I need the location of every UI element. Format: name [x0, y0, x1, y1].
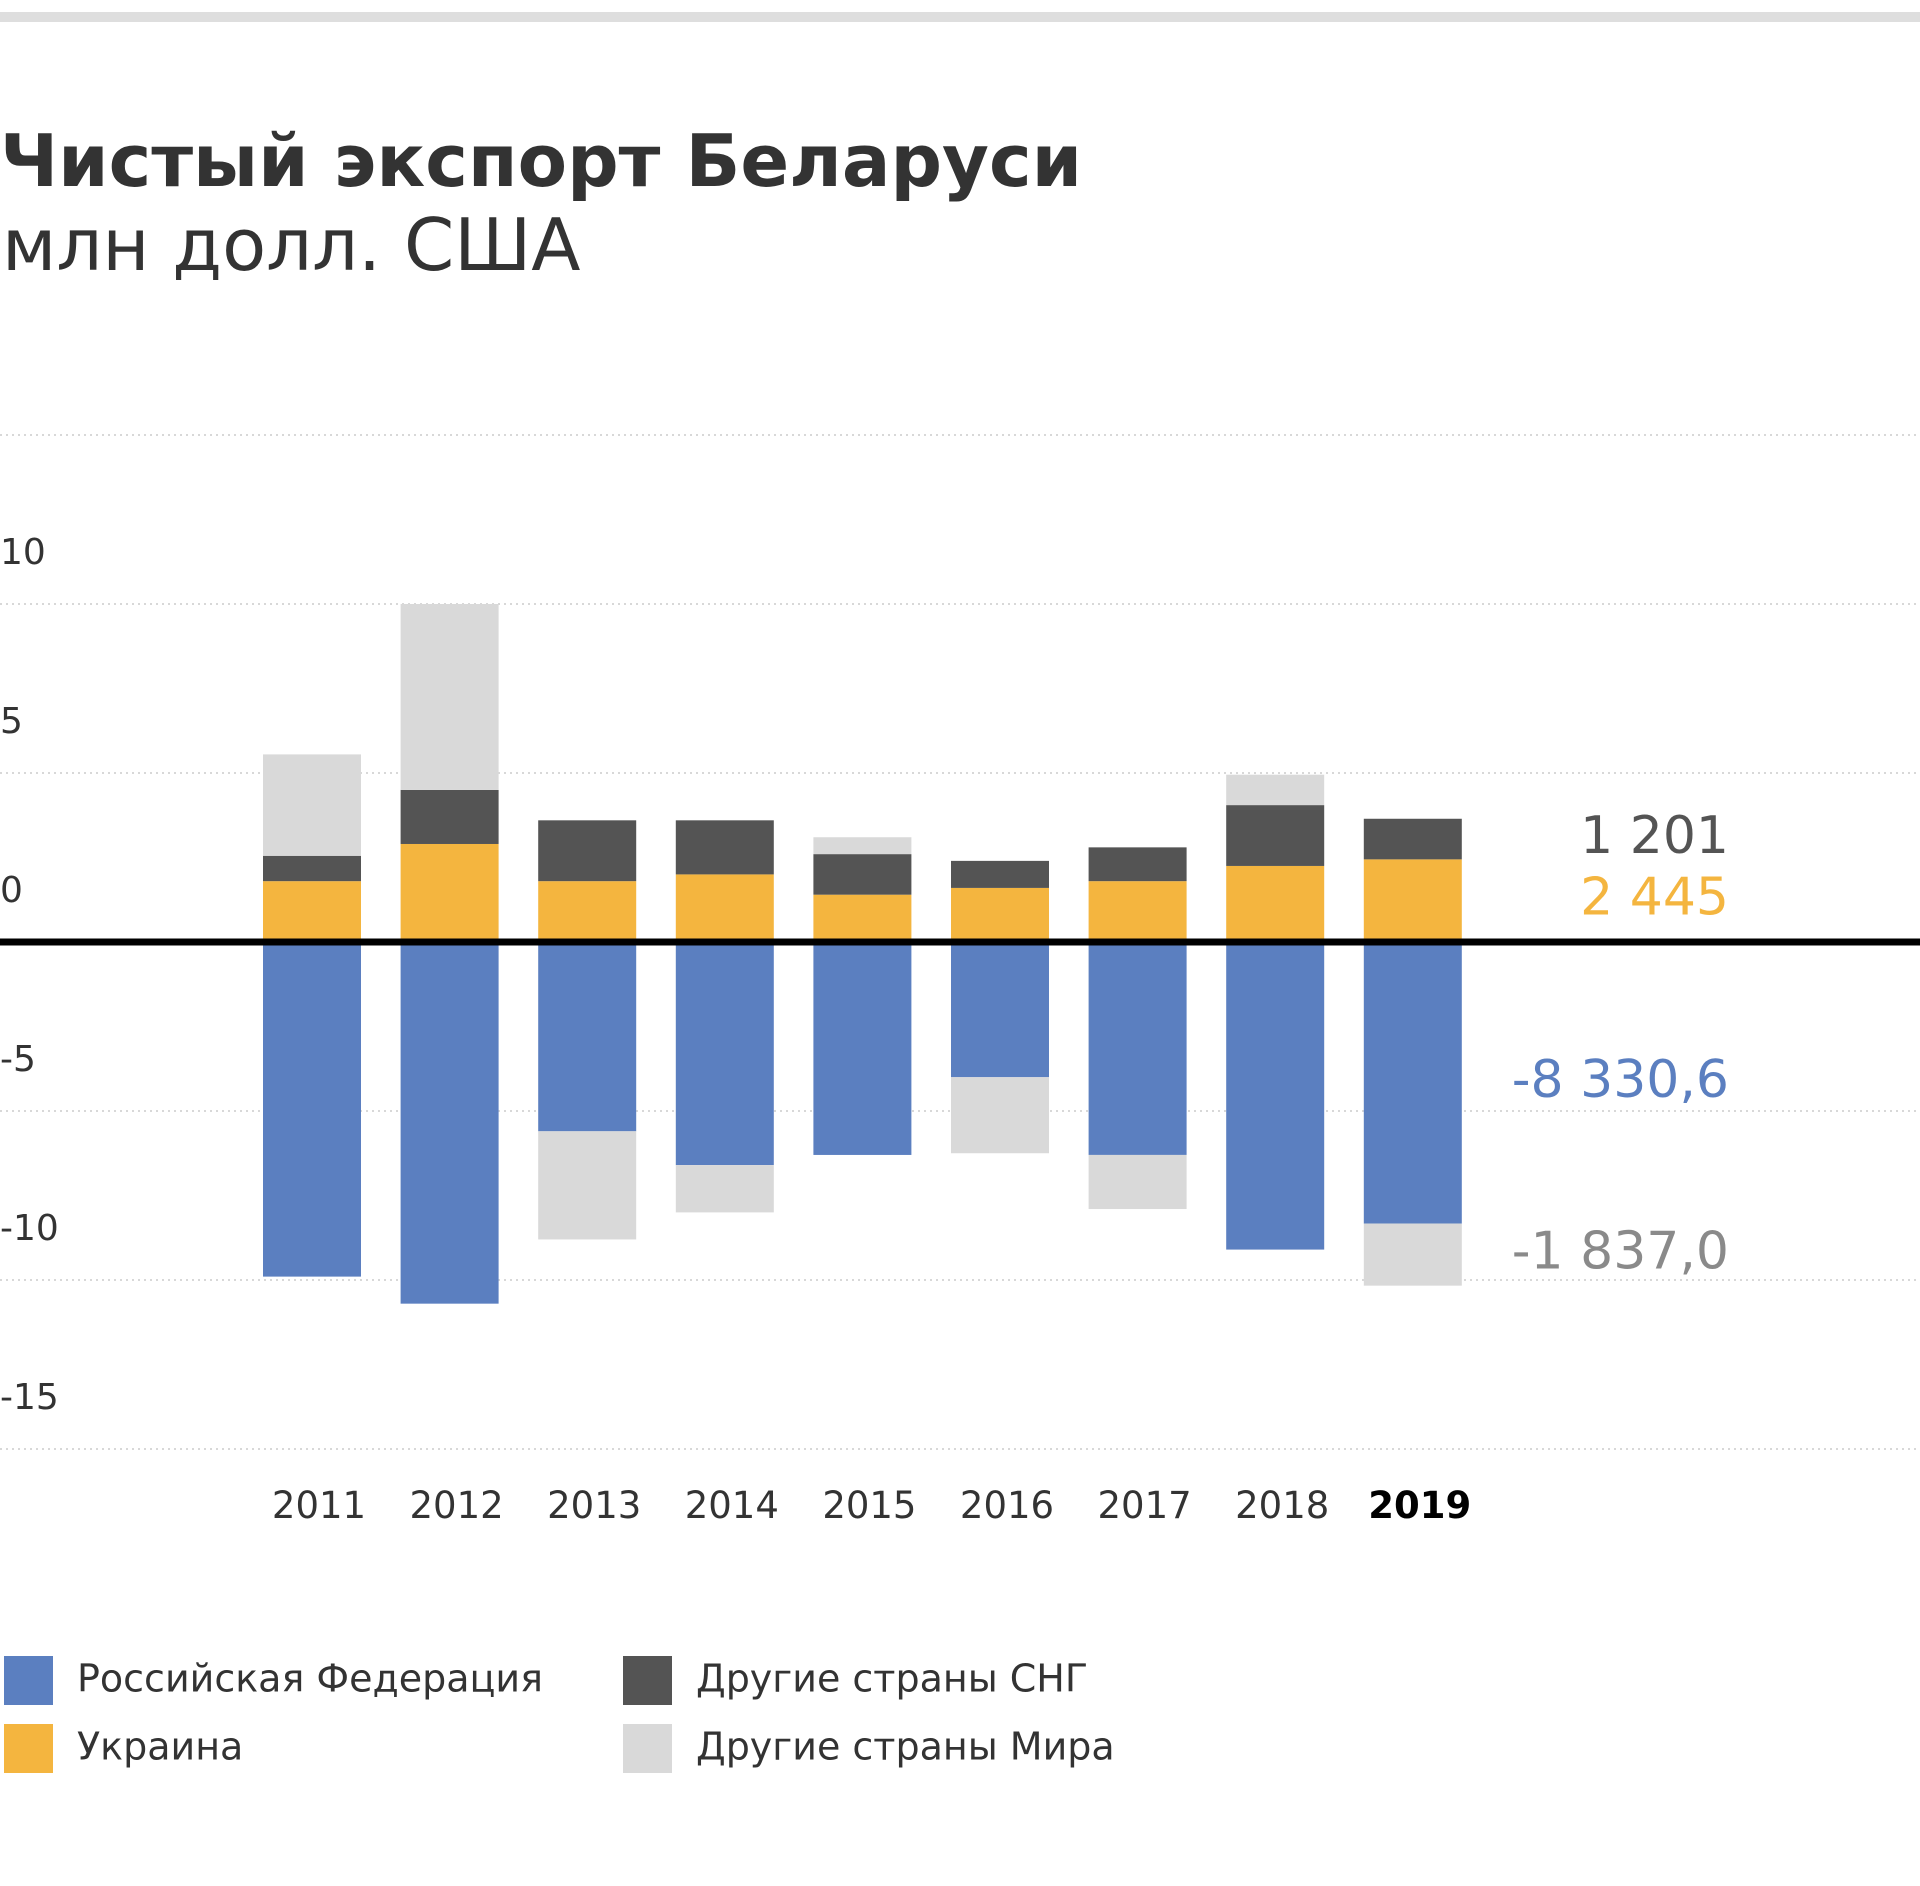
- y-tick-label: -5: [0, 1039, 36, 1080]
- bar-segment: [1226, 865, 1325, 942]
- bar-segment: [813, 854, 912, 895]
- top-rule: [0, 12, 1920, 22]
- bar-segment: [1088, 847, 1187, 882]
- y-tick-label: 10: [0, 532, 46, 573]
- bar-segment: [400, 789, 499, 844]
- legend-label: Российская Федерация: [77, 1657, 543, 1701]
- bar-segment: [263, 754, 361, 856]
- x-tick-label: 2019: [1368, 1484, 1471, 1527]
- legend-swatch: [4, 1656, 53, 1705]
- bar-segment: [538, 820, 637, 882]
- y-tick-label: 0: [0, 870, 23, 911]
- legend-label: Другие страны СНГ: [696, 1657, 1088, 1701]
- x-tick-label: 2013: [547, 1484, 641, 1527]
- x-tick-label: 2016: [960, 1484, 1054, 1527]
- bar-segment: [951, 942, 1049, 1078]
- bar-segment: [400, 942, 499, 1304]
- bar-segment: [263, 942, 361, 1277]
- legend-swatch: [4, 1724, 53, 1773]
- value-label: 1 201: [1580, 806, 1729, 866]
- legend-label: Украина: [77, 1725, 243, 1769]
- bar-segment: [1226, 774, 1325, 806]
- bar-segment: [263, 855, 361, 882]
- legend-swatch: [623, 1724, 672, 1773]
- x-tick-label: 2012: [410, 1484, 504, 1527]
- bar-segment: [1363, 859, 1462, 942]
- chart-title: Чистый экспорт Беларуси: [0, 119, 1082, 203]
- bar-segment: [675, 942, 774, 1166]
- bar-segment: [951, 887, 1049, 942]
- x-tick-label: 2015: [822, 1484, 916, 1527]
- x-tick-label: 2011: [272, 1484, 366, 1527]
- bar-segment: [538, 881, 637, 942]
- value-label: -8 330,6: [1512, 1050, 1729, 1110]
- legend-label: Другие страны Мира: [696, 1725, 1115, 1769]
- legend-swatch: [623, 1656, 672, 1705]
- value-label: 2 445: [1580, 868, 1729, 928]
- x-tick-label: 2018: [1235, 1484, 1329, 1527]
- bar-segment: [1088, 1154, 1187, 1210]
- bar-segment: [813, 894, 912, 942]
- bar-segment: [951, 860, 1049, 888]
- bar-segment: [400, 843, 499, 942]
- bar-segment: [813, 837, 912, 855]
- bar-segment: [1226, 942, 1325, 1250]
- chart-subtitle: млн долл. США: [2, 203, 580, 287]
- bar-segment: [538, 942, 637, 1132]
- x-tick-label: 2014: [685, 1484, 779, 1527]
- bar-segment: [951, 1077, 1049, 1154]
- bar-segment: [813, 942, 912, 1155]
- x-tick-label: 2017: [1098, 1484, 1192, 1527]
- y-tick-label: -15: [0, 1377, 59, 1418]
- bar-segment: [263, 881, 361, 942]
- bar-segment: [675, 874, 774, 942]
- bar-segment: [400, 604, 499, 790]
- bar-segment: [1363, 818, 1462, 860]
- bar-segment: [1363, 942, 1462, 1224]
- bar-segment: [538, 1131, 637, 1240]
- bar-segment: [1088, 942, 1187, 1155]
- bar-segment: [1088, 881, 1187, 942]
- bar-segment: [675, 1165, 774, 1213]
- value-label: -1 837,0: [1512, 1222, 1729, 1282]
- bar-segment: [1363, 1223, 1462, 1286]
- bar-segment: [675, 820, 774, 875]
- bar-segment: [1226, 805, 1325, 866]
- y-tick-label: 5: [0, 701, 23, 742]
- y-tick-label: -10: [0, 1208, 59, 1249]
